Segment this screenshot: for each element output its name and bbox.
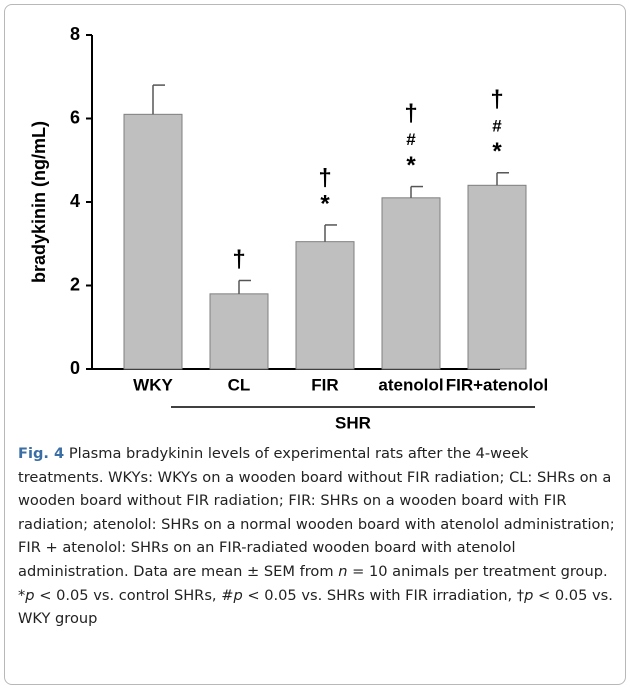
y-tick-label: 2	[70, 274, 80, 294]
bar	[467, 184, 527, 370]
bar	[123, 113, 183, 370]
x-tick-label: FIR	[311, 375, 338, 394]
caption-text: < 0.05 vs. SHRs with FIR irradiation, †	[242, 586, 525, 604]
caption-text: p	[233, 586, 243, 604]
bar	[381, 197, 441, 370]
y-tick-label: 0	[70, 358, 80, 378]
caption-text: p	[25, 586, 35, 604]
bar	[295, 241, 355, 370]
significance-mark: *	[320, 190, 330, 217]
significance-mark: #	[492, 116, 502, 135]
caption-text: n	[338, 562, 348, 580]
y-axis-label: bradykinin (ng/mL)	[29, 121, 49, 283]
caption-text: < 0.05 vs. WKY group	[18, 586, 613, 628]
significance-mark: †	[318, 164, 331, 191]
figure-frame	[4, 4, 626, 685]
y-tick-label: 4	[70, 191, 80, 211]
caption-text: = 10 animals per treatment group. *	[18, 562, 608, 604]
caption-text: Fig. 4	[18, 445, 65, 462]
group-label: SHR	[335, 413, 371, 432]
bar	[209, 293, 269, 370]
caption-text: Plasma bradykinin levels of experimental…	[18, 445, 615, 580]
x-tick-label: CL	[228, 375, 251, 394]
y-tick-label: 6	[70, 107, 80, 127]
significance-mark: †	[232, 246, 245, 273]
x-tick-label: atenolol	[378, 375, 443, 394]
x-tick-label: FIR+atenolol	[446, 375, 548, 394]
significance-mark: †	[490, 86, 503, 113]
caption-text: p	[524, 586, 534, 604]
significance-mark: †	[404, 100, 417, 127]
significance-mark: *	[406, 152, 416, 179]
y-tick-label: 8	[70, 24, 80, 44]
caption: Fig. 4 Plasma bradykinin levels of exper…	[18, 442, 618, 631]
caption-text: < 0.05 vs. control SHRs, #	[34, 586, 234, 604]
x-tick-label: WKY	[133, 375, 173, 394]
significance-mark: *	[492, 138, 502, 165]
significance-mark: #	[406, 130, 416, 149]
